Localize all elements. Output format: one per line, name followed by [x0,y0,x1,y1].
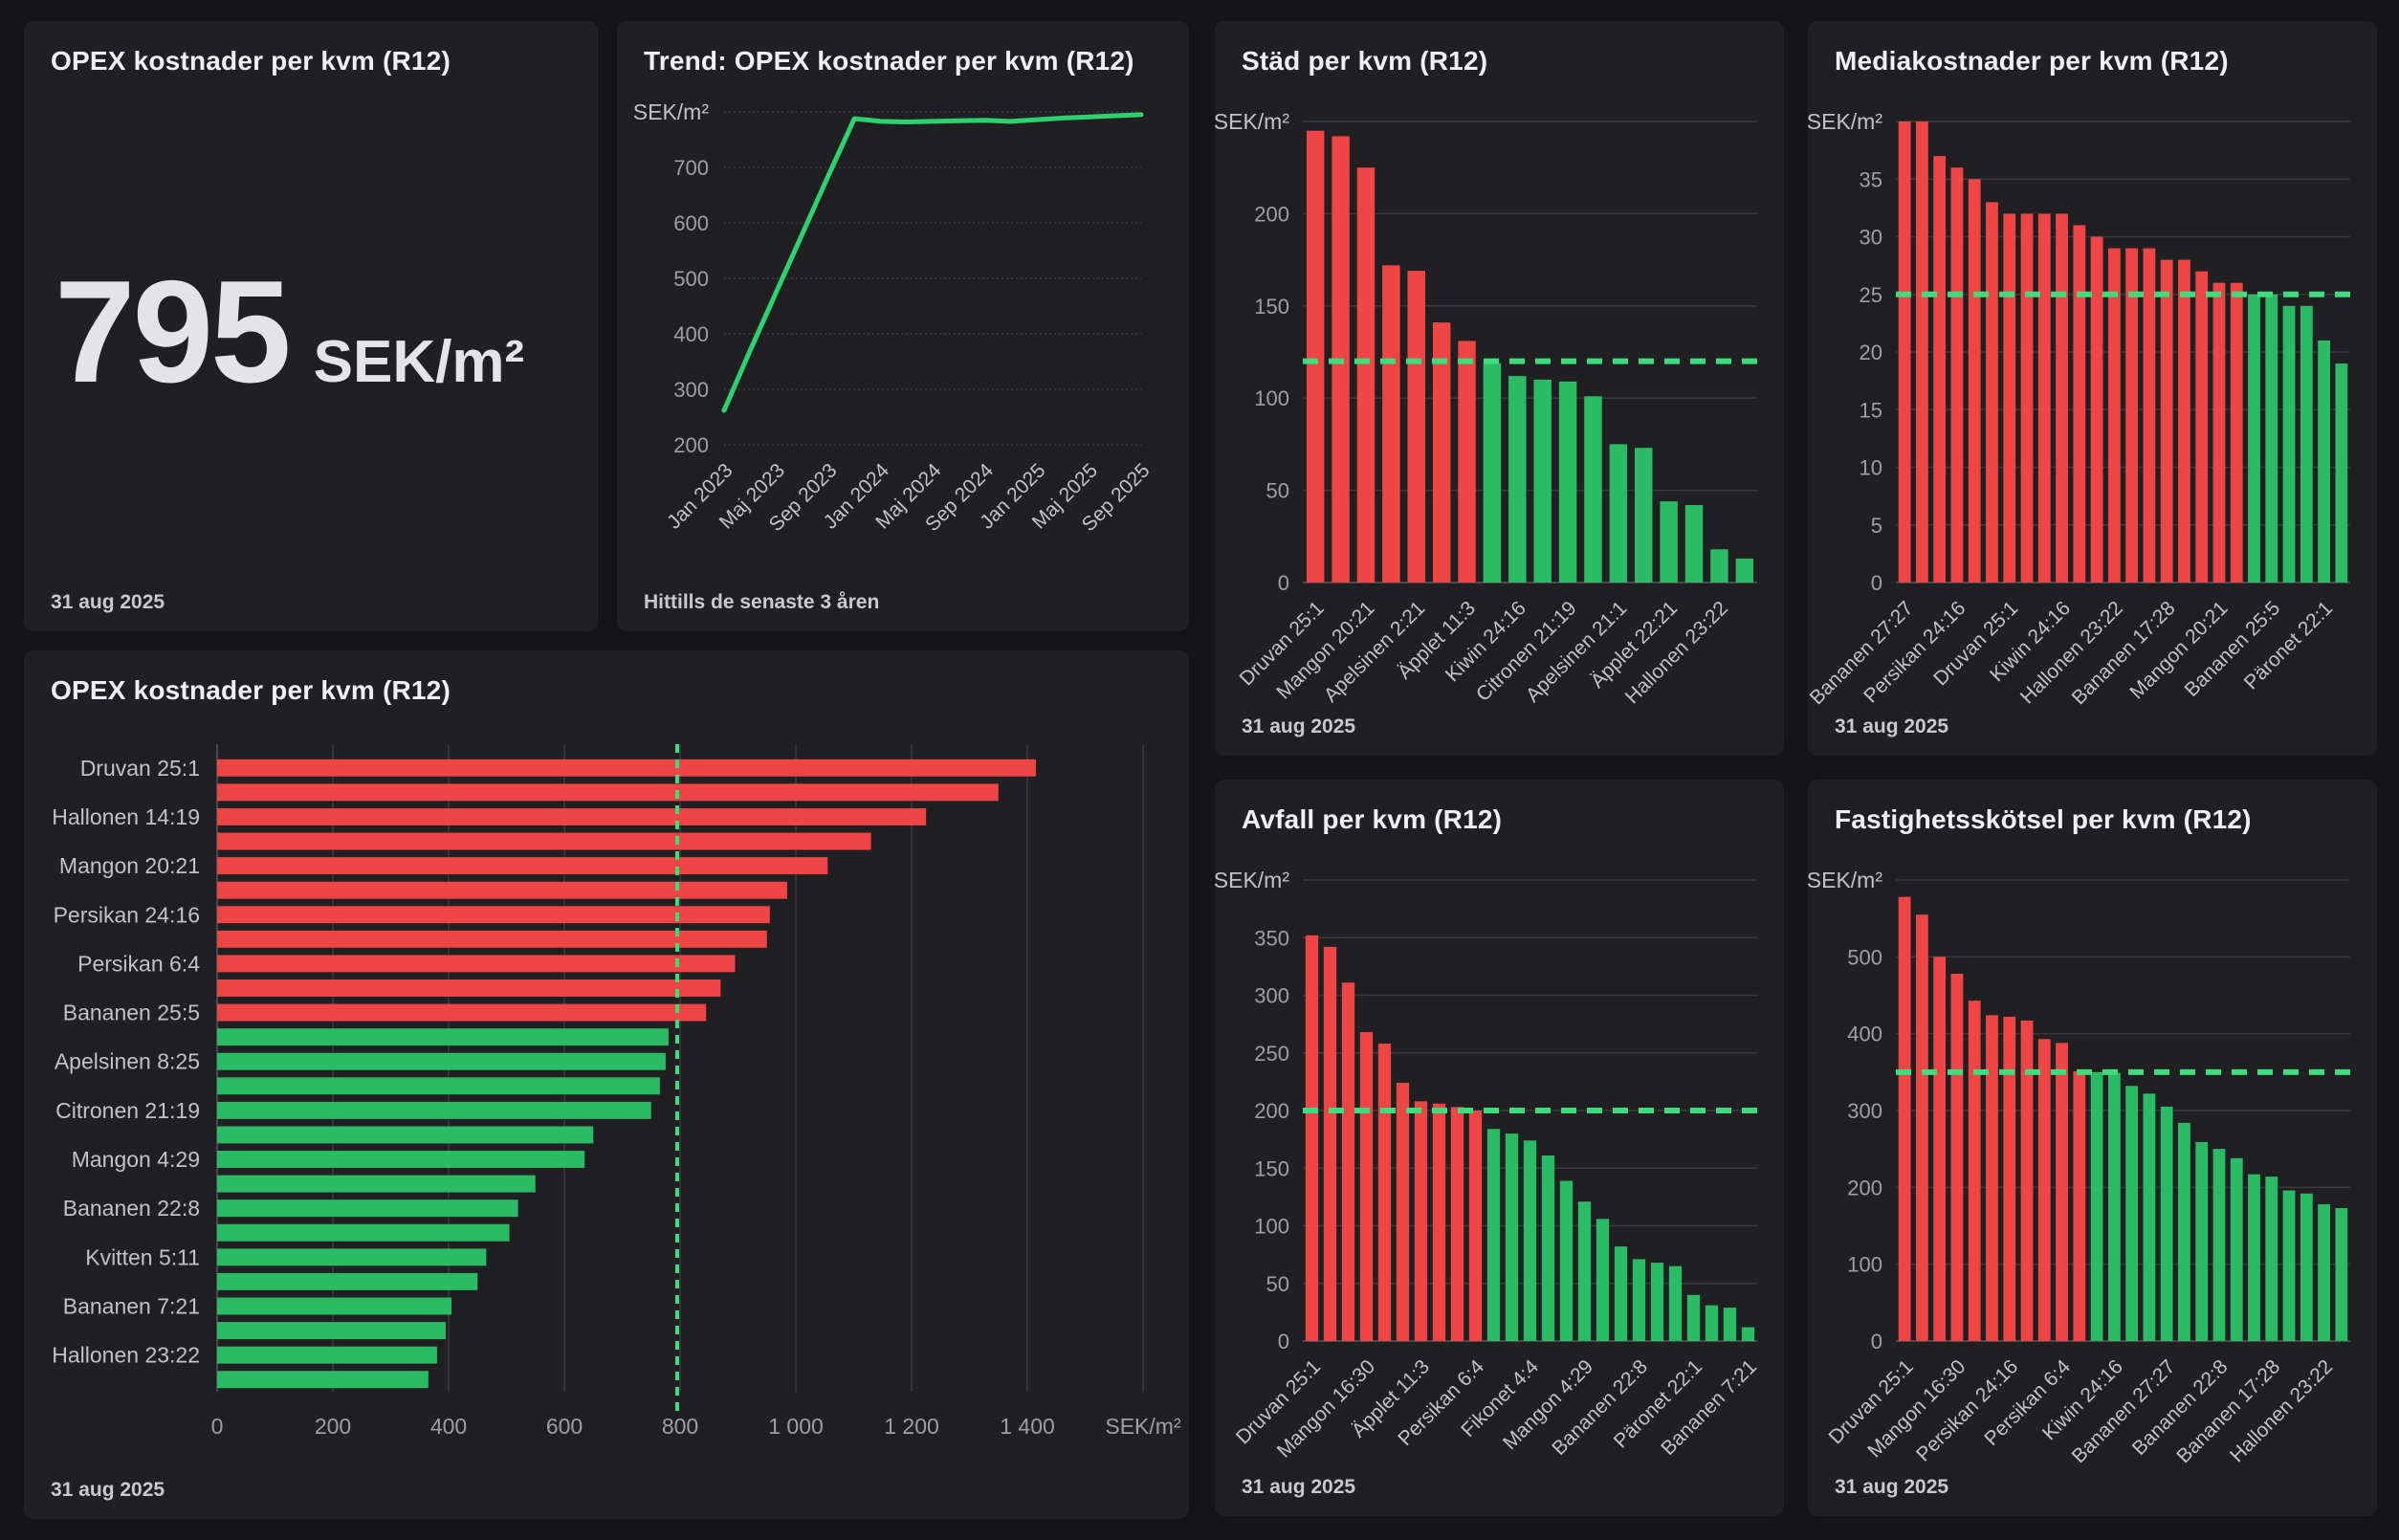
svg-text:400: 400 [1847,1023,1882,1046]
kpi-panel: OPEX kostnader per kvm (R12) 795 SEK/m² … [24,21,598,631]
svg-text:Hallonen 14:19: Hallonen 14:19 [52,804,200,829]
svg-text:Bananen 22:8: Bananen 22:8 [63,1196,200,1221]
svg-text:200: 200 [673,433,709,457]
svg-text:SEK/m²: SEK/m² [633,99,710,124]
svg-text:600: 600 [546,1414,583,1439]
svg-text:300: 300 [673,378,709,402]
stad-panel: Städ per kvm (R12) 0 50 100 150 200 SEK/m² Dru… [1214,21,1784,756]
panel-footer-date: 31 aug 2025 [1242,1476,1356,1498]
svg-text:0: 0 [211,1414,224,1439]
opex-horizontal-bar-chart: 0 200 400 600 800 1 000 1 200 1 400 SEK/m² Druvan… [52,744,1181,1439]
panel-footer-date: 31 aug 2025 [1835,1476,1949,1498]
panel-title: Mediakostnader per kvm (R12) [1835,46,2229,76]
svg-text:35: 35 [1860,167,1882,191]
svg-text:SEK/m²: SEK/m² [1807,109,1883,134]
panel-title: Avfall per kvm (R12) [1242,804,1503,834]
avfall-panel: Avfall per kvm (R12) 0 50 100 150 200 250 300 3… [1214,780,1784,1516]
trend-panel: Trend: OPEX kostnader per kvm (R12) 200 3… [617,21,1189,631]
panel-title: OPEX kostnader per kvm (R12) [51,46,451,76]
svg-text:200: 200 [1847,1176,1882,1199]
svg-text:250: 250 [1254,1042,1289,1066]
svg-text:100: 100 [1254,1215,1289,1239]
kpi-value-group: 795 SEK/m² [55,249,524,416]
svg-text:200: 200 [315,1414,351,1439]
svg-text:Mangon 20:21: Mangon 20:21 [59,853,200,878]
panel-footer-date: 31 aug 2025 [1242,715,1356,737]
svg-text:5: 5 [1871,514,1882,538]
svg-text:Persikan 24:16: Persikan 24:16 [54,902,200,927]
svg-text:50: 50 [1266,1272,1289,1296]
svg-text:150: 150 [1254,295,1289,319]
kpi-value: 795 [55,251,292,413]
svg-text:SEK/m²: SEK/m² [1105,1414,1181,1439]
svg-text:800: 800 [662,1414,698,1439]
svg-text:0: 0 [1871,1330,1882,1353]
panel-title: Fastighetsskötsel per kvm (R12) [1835,804,2252,834]
svg-text:1 000: 1 000 [768,1414,824,1439]
svg-text:300: 300 [1847,1099,1882,1123]
fastighetsskotsel-panel: Fastighetsskötsel per kvm (R12) 0 100 200 3… [1807,780,2377,1516]
svg-text:150: 150 [1254,1156,1289,1180]
panel-footer-date: 31 aug 2025 [51,1479,165,1501]
svg-text:0: 0 [1278,571,1289,595]
svg-text:500: 500 [1847,945,1882,969]
panel-title: OPEX kostnader per kvm (R12) [51,675,451,705]
svg-text:200: 200 [1254,1099,1289,1123]
svg-text:Bananen 7:21: Bananen 7:21 [1657,1355,1761,1460]
svg-text:Bananen 22:8: Bananen 22:8 [1548,1355,1652,1460]
svg-text:Bananen 7:21: Bananen 7:21 [63,1293,200,1318]
svg-text:700: 700 [673,156,709,180]
svg-text:350: 350 [1254,926,1289,950]
svg-text:500: 500 [673,267,709,291]
panel-title: Städ per kvm (R12) [1242,46,1488,76]
svg-text:Bananen 25:5: Bananen 25:5 [63,1001,200,1025]
svg-text:Persikan 6:4: Persikan 6:4 [77,951,200,976]
svg-text:Citronen 21:19: Citronen 21:19 [55,1098,200,1123]
svg-text:Mangon 16:30: Mangon 16:30 [1273,1355,1379,1462]
panel-footer-date: 31 aug 2025 [1835,715,1949,737]
opex-bars-panel: OPEX kostnader per kvm (R12) 0 200 400 600 8… [24,650,1189,1519]
svg-text:SEK/m²: SEK/m² [1214,868,1290,892]
panel-title: Trend: OPEX kostnader per kvm (R12) [644,46,1134,76]
panel-footer-date: 31 aug 2025 [51,591,165,613]
svg-text:15: 15 [1860,398,1882,422]
svg-text:400: 400 [673,322,709,346]
svg-text:200: 200 [1254,202,1289,226]
svg-text:Hallonen 23:22: Hallonen 23:22 [52,1343,200,1368]
svg-text:100: 100 [1254,386,1289,410]
svg-text:Mangon 4:29: Mangon 4:29 [72,1147,200,1172]
svg-text:30: 30 [1860,226,1882,250]
kpi-unit: SEK/m² [313,329,525,395]
svg-text:Druvan 25:1: Druvan 25:1 [80,756,200,781]
svg-text:50: 50 [1266,479,1289,503]
svg-text:Apelsinen 8:25: Apelsinen 8:25 [55,1049,200,1074]
svg-text:1 200: 1 200 [884,1414,939,1439]
svg-text:10: 10 [1860,456,1882,480]
svg-text:20: 20 [1860,341,1882,364]
svg-text:Kvitten 5:11: Kvitten 5:11 [85,1244,200,1269]
svg-text:100: 100 [1847,1253,1882,1277]
svg-text:1 400: 1 400 [1000,1414,1055,1439]
svg-text:SEK/m²: SEK/m² [1807,868,1883,892]
svg-text:600: 600 [673,211,709,235]
svg-text:0: 0 [1871,571,1882,595]
svg-text:300: 300 [1254,984,1289,1008]
panel-footer-note: Hittills de senaste 3 åren [644,591,880,613]
svg-text:400: 400 [430,1414,467,1439]
svg-text:25: 25 [1860,283,1882,307]
svg-text:SEK/m²: SEK/m² [1214,109,1290,134]
mediakostnader-panel: Mediakostnader per kvm (R12) 0 5 10 15 20 25 3… [1806,21,2377,756]
svg-text:0: 0 [1278,1330,1289,1353]
